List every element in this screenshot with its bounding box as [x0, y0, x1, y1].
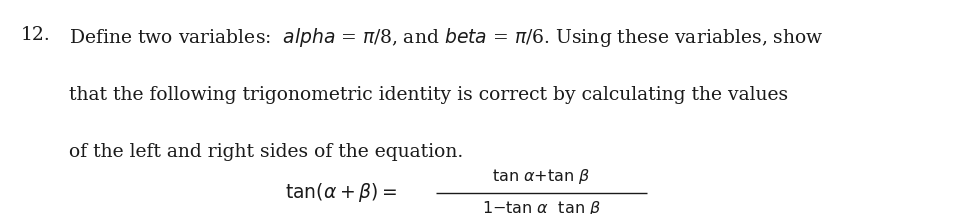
Text: $\mathrm{tan}(\alpha + \beta) =$: $\mathrm{tan}(\alpha + \beta) =$: [285, 181, 398, 204]
Text: Define two variables:  $\mathit{alpha}$ = $\pi$/8, and $\mathit{beta}$ = $\pi$/6: Define two variables: $\mathit{alpha}$ =…: [69, 26, 824, 49]
Text: $1{-}\mathrm{tan}\ \alpha\ \ \mathrm{tan}\ \beta$: $1{-}\mathrm{tan}\ \alpha\ \ \mathrm{tan…: [482, 199, 601, 214]
Text: $\mathrm{tan}\ \alpha{+}\mathrm{tan}\ \beta$: $\mathrm{tan}\ \alpha{+}\mathrm{tan}\ \b…: [492, 167, 590, 186]
Text: 12.: 12.: [21, 26, 51, 44]
Text: that the following trigonometric identity is correct by calculating the values: that the following trigonometric identit…: [69, 86, 788, 104]
Text: of the left and right sides of the equation.: of the left and right sides of the equat…: [69, 143, 464, 161]
